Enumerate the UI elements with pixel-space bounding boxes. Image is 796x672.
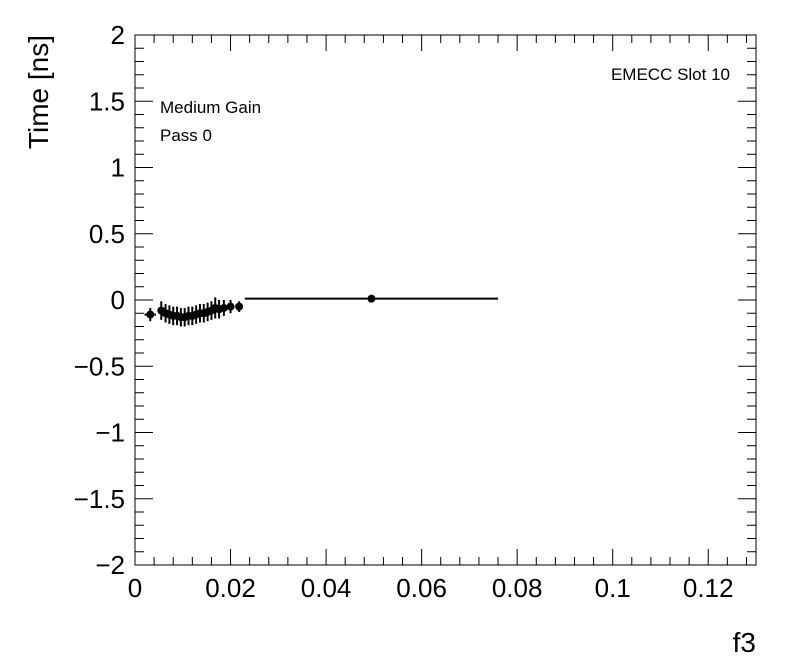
x-tick-label: 0.1 — [595, 573, 631, 603]
data-points — [144, 294, 499, 327]
data-point — [157, 301, 166, 320]
x-tick-label: 0 — [128, 573, 142, 603]
x-tick-label: 0.04 — [301, 573, 352, 603]
annotation-pass: Pass 0 — [160, 126, 212, 145]
x-tick-label: 0.02 — [205, 573, 256, 603]
x-tick-labels: 0 0.02 0.04 0.06 0.08 0.1 0.12 — [128, 573, 734, 603]
y-tick-label: −0.5 — [74, 351, 125, 381]
data-point — [244, 294, 499, 303]
data-point — [219, 300, 228, 316]
y-tick-label: 0 — [111, 285, 125, 315]
y-axis-label: Time [ns] — [23, 35, 54, 149]
point-marker — [146, 310, 155, 319]
y-tick-label: −2 — [95, 550, 125, 580]
point-marker — [235, 302, 244, 311]
x-tick-label: 0.06 — [396, 573, 447, 603]
y-tick-label: 1 — [111, 153, 125, 183]
y-tick-label: −1 — [95, 418, 125, 448]
data-point — [226, 300, 235, 314]
point-marker — [219, 303, 228, 312]
y-tick-label: 1.5 — [89, 86, 125, 116]
axis-ticks — [134, 34, 756, 566]
y-tick-label: −1.5 — [74, 484, 125, 514]
data-point — [144, 307, 157, 322]
x-tick-label: 0.08 — [492, 573, 543, 603]
x-tick-label: 0.12 — [683, 573, 734, 603]
x-axis-label: f3 — [733, 627, 756, 658]
annotation-slot: EMECC Slot 10 — [611, 65, 730, 84]
point-marker — [226, 302, 235, 311]
y-tick-label: 0.5 — [89, 219, 125, 249]
y-tick-labels: −2 −1.5 −1 −0.5 0 0.5 1 1.5 2 — [74, 20, 125, 580]
y-tick-label: 2 — [111, 20, 125, 50]
data-point — [235, 301, 244, 312]
point-marker — [367, 294, 376, 303]
annotation-gain: Medium Gain — [160, 98, 261, 117]
